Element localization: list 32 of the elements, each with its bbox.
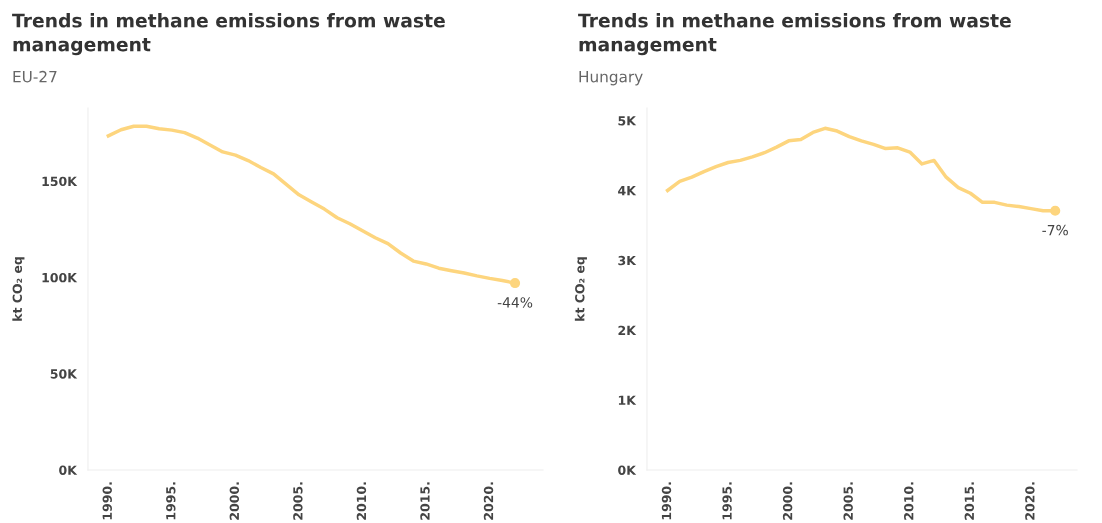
y-tick-label: 0K (618, 465, 637, 475)
x-tick-label: 1995. (722, 482, 732, 520)
y-tick-label: 100K (42, 272, 78, 283)
x-tick-label: 2010. (904, 482, 914, 520)
x-tick-label: 2015. (964, 482, 975, 520)
y-tick-label: 3K (618, 255, 637, 266)
x-tick-label: 2015. (420, 482, 430, 520)
x-tick-label: 2000. (782, 482, 793, 520)
chart-title: Trends in methane emissions from waste management (578, 13, 1011, 56)
y-tick-label: 5K (618, 116, 637, 126)
annotation: -7% (1042, 224, 1068, 236)
x-tick-label: 2010. (356, 482, 367, 520)
x-tick-label: 1990. (102, 482, 112, 520)
y-tick-label: 0K (59, 465, 78, 475)
y-tick-label: 50K (50, 369, 78, 379)
x-tick-label: 1990. (661, 482, 672, 520)
chart-title: Trends in methane emissions from waste management (12, 13, 445, 56)
x-tick-label: 1995. (166, 482, 176, 520)
chart-subtitle: EU-27 (13, 70, 57, 83)
x-tick-label: 2020. (483, 482, 494, 520)
x-tick-label: 2000. (229, 482, 240, 520)
y-axis-title: kt CO₂ eq (12, 257, 25, 321)
chart-subtitle: Hungary (579, 71, 643, 86)
x-tick-label: 2005. (843, 482, 853, 520)
annotation: -44% (497, 297, 533, 308)
y-tick-label: 1K (618, 395, 637, 405)
y-axis-title: kt CO₂ eq (574, 257, 587, 321)
y-tick-label: 150K (42, 176, 78, 187)
y-tick-label: 4K (618, 186, 637, 196)
y-tick-label: 2K (618, 325, 637, 335)
x-tick-label: 2020. (1025, 482, 1035, 520)
x-tick-label: 2005. (293, 482, 303, 520)
